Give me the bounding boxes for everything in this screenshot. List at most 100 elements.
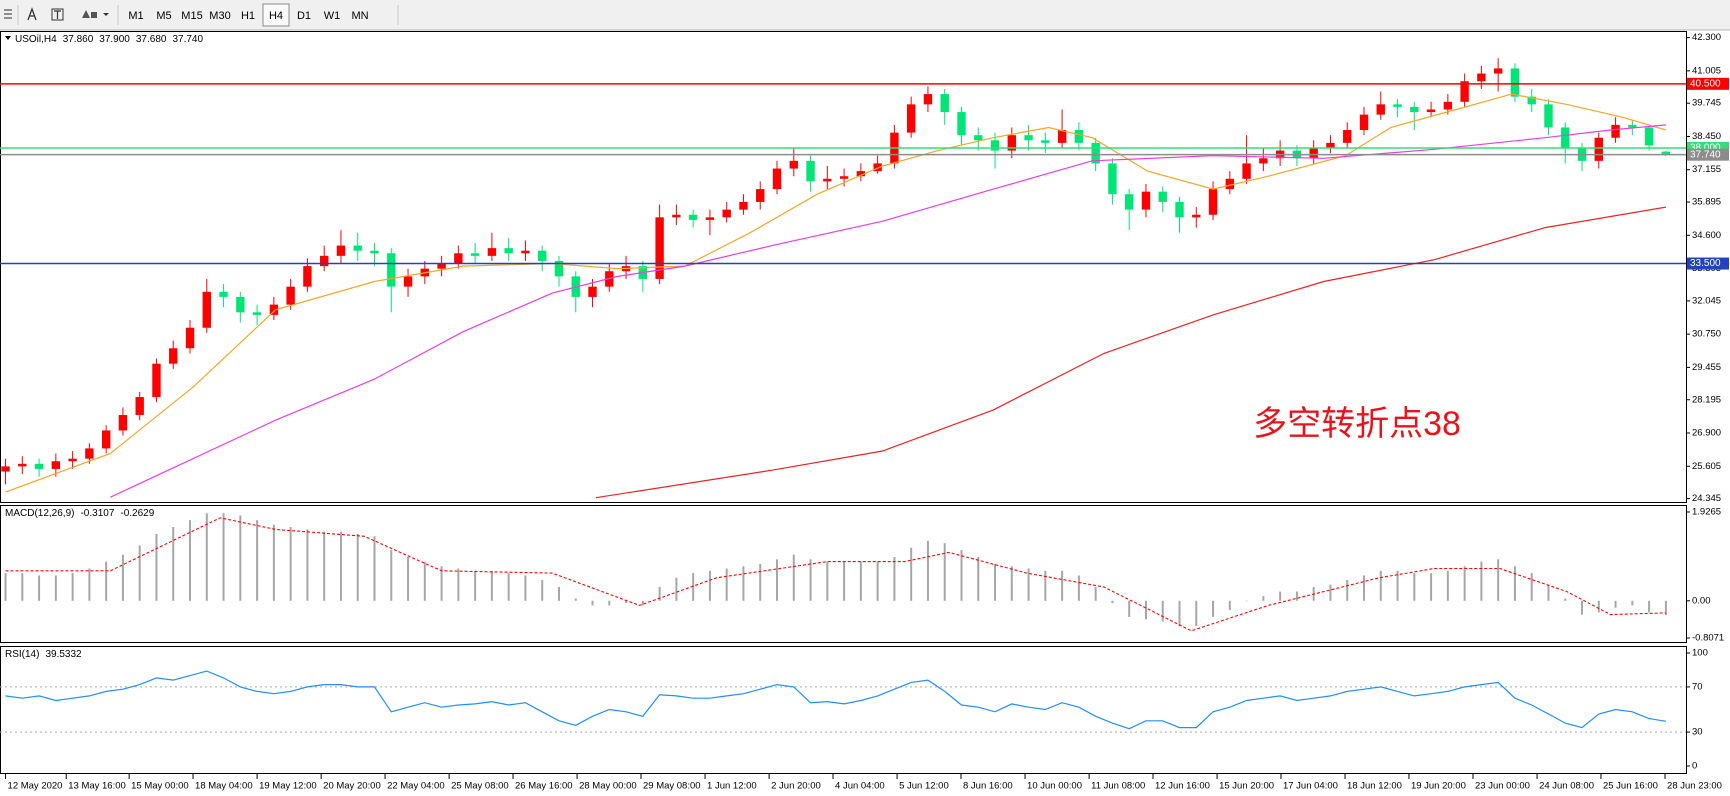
macd-bar: [373, 536, 376, 601]
macd-bar: [21, 573, 24, 601]
candle-body: [856, 171, 866, 177]
candle-body: [286, 286, 295, 305]
header-text: -0.2629: [120, 508, 154, 519]
candle-body: [1024, 135, 1033, 141]
indicator-header: MACD(12,26,9) -0.3107 -0.2629: [5, 508, 155, 519]
chart-header: USOil,H4 37.860 37.900 37.680 37.740: [15, 34, 203, 45]
macd-bar: [1044, 570, 1047, 601]
macd-bar: [876, 561, 879, 601]
indicator-header: RSI(14) 39.5332: [5, 649, 82, 660]
candle-body: [252, 312, 262, 315]
x-tick-label: 28 Jun 23:00: [1667, 781, 1722, 792]
header-text: 37.680: [136, 34, 167, 45]
y-tick-label: -0.8071: [1692, 633, 1724, 644]
candle-body: [739, 201, 748, 210]
x-tick-label: 22 May 04:00: [387, 781, 445, 792]
timeframe-button[interactable]: D1: [297, 10, 311, 22]
macd-bar: [1597, 600, 1600, 613]
header-text: -0.3107: [80, 508, 114, 519]
candle-body: [940, 94, 949, 113]
macd-bar: [222, 513, 225, 601]
candle-body: [655, 217, 664, 279]
y-tick-label: 41.005: [1692, 65, 1721, 76]
macd-bar: [809, 559, 812, 601]
macd-bar: [1497, 559, 1500, 601]
candle-body: [169, 348, 178, 364]
list-icon[interactable]: [4, 9, 12, 19]
candle-body: [1057, 130, 1067, 143]
y-tick-label: 0: [1692, 761, 1697, 772]
timeframe-selected: [262, 3, 290, 27]
candle-body: [722, 209, 731, 218]
y-tick-label: 29.455: [1692, 362, 1721, 373]
y-tick-label: 28.195: [1692, 394, 1721, 405]
x-tick-label: 19 Jun 20:00: [1411, 781, 1466, 792]
header-text: 39.5332: [45, 649, 82, 660]
x-tick-label: 29 May 08:00: [643, 781, 701, 792]
macd-bar: [1547, 584, 1550, 601]
panel-border: [0, 646, 1687, 774]
timeframe-button[interactable]: M30: [209, 10, 230, 22]
candle-body: [1477, 73, 1486, 82]
candle-body: [504, 248, 513, 254]
candle-body: [1460, 81, 1469, 102]
macd-bar: [88, 568, 91, 601]
moving-average: [110, 124, 1666, 498]
macd-bar: [256, 520, 259, 601]
macd-bar: [1111, 600, 1114, 604]
macd-bar: [189, 520, 192, 601]
macd-bar: [1513, 566, 1516, 601]
candle-body: [269, 304, 279, 315]
rsi-panel: RSI(14) 39.5332: [0, 646, 1687, 774]
candle-body: [823, 178, 832, 182]
macd-bar: [1010, 566, 1013, 601]
timeframe-button[interactable]: H4: [269, 10, 283, 22]
x-tick-label: 15 May 00:00: [131, 781, 189, 792]
header-text: 37.860: [63, 34, 94, 45]
macd-bar: [826, 561, 829, 601]
candle-body: [1125, 194, 1134, 210]
macd-bar: [708, 570, 711, 601]
y-tick-label: 32.045: [1692, 295, 1721, 306]
timeframe-button[interactable]: W1: [324, 10, 341, 22]
macd-bar: [54, 575, 57, 601]
macd-bar: [960, 550, 963, 601]
x-tick-label: 24 Jun 08:00: [1539, 781, 1594, 792]
macd-bar: [1413, 573, 1416, 601]
text-tool-icon[interactable]: [27, 7, 37, 21]
candle-body: [1074, 130, 1084, 143]
timeframe-button[interactable]: H1: [241, 10, 255, 22]
macd-bar: [1245, 600, 1248, 602]
panel-border: [0, 505, 1687, 643]
timeframe-button[interactable]: MN: [351, 10, 368, 22]
timeframe-button[interactable]: M1: [128, 10, 143, 22]
candle-body: [1376, 104, 1385, 115]
timeframe-button[interactable]: M15: [181, 10, 202, 22]
candle-body: [1225, 178, 1235, 190]
x-tick-label: 12 Jun 16:00: [1155, 781, 1210, 792]
x-tick-label: 18 Jun 12:00: [1347, 781, 1402, 792]
candle-body: [1208, 189, 1218, 215]
macd-bar: [658, 586, 661, 601]
macd-bar: [1631, 600, 1634, 606]
shapes-icon[interactable]: [82, 10, 109, 18]
macd-bar: [4, 573, 7, 601]
macd-bar: [440, 566, 443, 601]
x-tick-label: 26 May 16:00: [515, 781, 573, 792]
macd-bar: [792, 554, 795, 601]
timeframe-button[interactable]: M5: [156, 10, 171, 22]
macd-bar: [725, 568, 728, 601]
candle-body: [1359, 114, 1369, 131]
macd-bar: [474, 570, 477, 601]
candle-body: [1158, 191, 1167, 202]
candle-body: [588, 286, 597, 297]
macd-bar: [1077, 575, 1080, 601]
macd-bar: [1228, 600, 1231, 611]
candle-body: [1611, 124, 1620, 138]
label-tool-icon[interactable]: [51, 8, 64, 21]
level-label-bg: [1687, 257, 1729, 270]
macd-bar: [272, 524, 275, 601]
macd-bar: [1195, 600, 1198, 627]
header-text: 37.900: [99, 34, 130, 45]
